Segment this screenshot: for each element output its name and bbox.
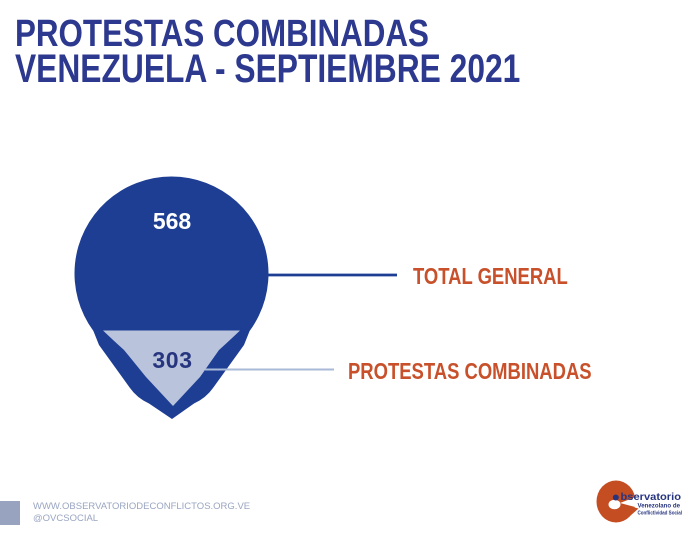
svg-text:Conflictividad Social: Conflictividad Social: [638, 511, 683, 517]
svg-text:bservatorio: bservatorio: [621, 491, 682, 503]
svg-text:Venezolano de: Venezolano de: [638, 503, 681, 510]
